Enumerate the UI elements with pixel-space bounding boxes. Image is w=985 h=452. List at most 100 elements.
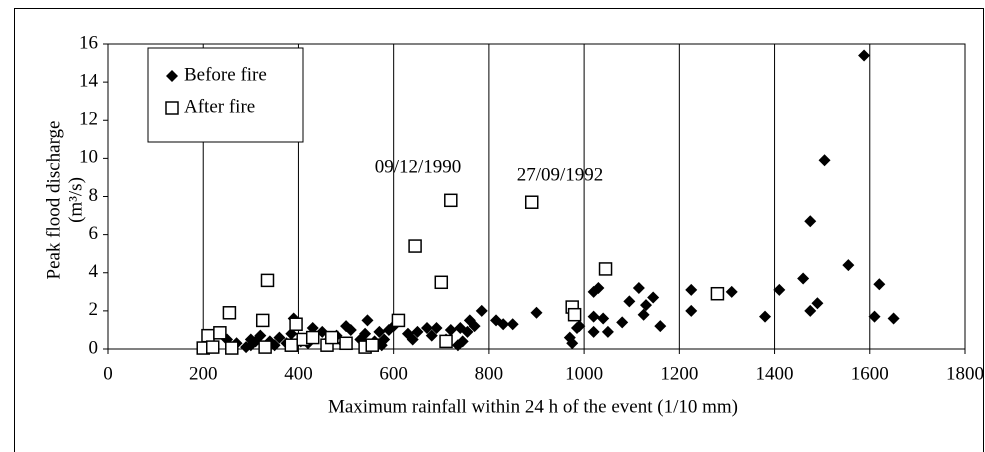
point [339,336,353,351]
point [811,297,824,310]
point [530,306,543,319]
point [759,310,772,323]
point [213,326,227,340]
point [240,341,253,354]
point [444,193,458,208]
point [524,195,539,209]
point [244,333,257,346]
x-tick-label: 400 [284,363,313,384]
point [434,275,449,290]
y-tick-label: 8 [89,185,99,206]
point [408,239,422,253]
point [773,283,786,296]
point [430,322,443,335]
y-tick-label: 2 [89,299,99,320]
x-tick-label: 600 [379,363,408,384]
point [616,316,629,329]
y-tick-label: 0 [89,337,99,358]
point [454,322,467,335]
point [637,308,650,321]
point [601,325,614,338]
y-tick-label: 14 [79,70,99,91]
point [273,331,286,344]
point [587,285,600,298]
point [710,286,725,301]
point [205,340,220,354]
x-tick-label: 1800 [946,363,984,384]
x-tick-label: 1400 [756,363,794,384]
point [570,322,583,335]
point [425,329,438,342]
point [255,313,270,328]
point [340,320,353,333]
point [490,314,503,327]
point [804,215,817,228]
y-tick-label: 4 [89,261,99,282]
point [305,330,320,345]
point [640,299,653,312]
x-tick-label: 1000 [565,363,603,384]
y-tick-label: 10 [79,147,98,168]
point [685,304,698,317]
point [598,262,613,276]
point [361,314,374,327]
point [260,273,275,288]
point [623,295,636,308]
point [858,49,871,62]
point [391,313,406,328]
x-tick-label: 200 [189,363,218,384]
point [632,282,645,294]
point [258,340,272,354]
y-axis-label: (m³/s) [65,177,86,223]
annotation: 09/12/1990 [375,156,462,177]
point [439,334,453,349]
point [420,322,433,335]
point [654,320,667,333]
y-axis-label: Peak flood discharge [43,121,64,280]
point [647,291,660,304]
point [444,323,457,336]
point [401,327,414,340]
x-axis-label: Maximum rainfall within 24 h of the even… [328,396,738,417]
frame [14,8,984,452]
point [725,285,738,298]
point [873,278,886,291]
point [597,312,610,325]
y-tick-label: 16 [79,32,98,53]
point [289,317,303,331]
point [563,331,576,344]
point [463,314,476,327]
x-tick-label: 1200 [660,363,698,384]
point [373,325,386,338]
x-tick-label: 1600 [851,363,889,384]
x-tick-label: 800 [475,363,504,384]
legend-marker [165,101,179,115]
point [451,339,464,352]
annotation: 27/09/1992 [517,164,604,185]
point [475,304,488,317]
point [222,306,237,320]
y-tick-label: 6 [89,223,99,244]
point [225,341,239,355]
point [201,328,215,343]
point [411,325,424,338]
point [797,272,810,285]
legend-label: After fire [184,96,255,117]
legend-label: Before fire [184,64,267,85]
x-tick-label: 0 [103,363,113,384]
y-tick-label: 12 [79,109,98,130]
point [284,338,299,352]
point [818,154,831,167]
point [685,283,698,296]
point [842,259,855,272]
point [325,330,339,345]
point [567,307,582,322]
point [587,310,600,323]
point [868,310,881,323]
point [506,318,519,331]
point [804,304,817,317]
point [587,325,600,338]
legend-box [147,47,304,143]
legend-marker [166,70,178,82]
